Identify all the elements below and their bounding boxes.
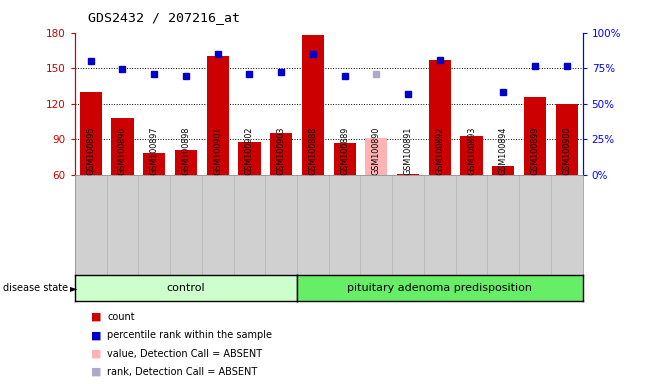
Bar: [460, 136, 482, 175]
Text: GDS2432 / 207216_at: GDS2432 / 207216_at: [88, 12, 240, 25]
Text: ►: ►: [70, 283, 78, 293]
Bar: [270, 133, 292, 175]
Text: ■: ■: [91, 312, 102, 322]
Bar: [365, 138, 387, 175]
Text: disease state: disease state: [3, 283, 68, 293]
Bar: [206, 56, 229, 175]
Text: ■: ■: [91, 367, 102, 377]
Text: rank, Detection Call = ABSENT: rank, Detection Call = ABSENT: [107, 367, 258, 377]
Bar: [524, 96, 546, 175]
Bar: [302, 35, 324, 175]
Bar: [333, 143, 355, 175]
Bar: [397, 174, 419, 175]
Bar: [492, 166, 514, 175]
Text: ■: ■: [91, 330, 102, 340]
Text: value, Detection Call = ABSENT: value, Detection Call = ABSENT: [107, 349, 262, 359]
Text: count: count: [107, 312, 135, 322]
Text: pituitary adenoma predisposition: pituitary adenoma predisposition: [348, 283, 533, 293]
Bar: [175, 150, 197, 175]
Bar: [143, 153, 165, 175]
Bar: [79, 92, 102, 175]
Bar: [111, 118, 133, 175]
Bar: [429, 60, 451, 175]
Bar: [556, 104, 578, 175]
Text: ■: ■: [91, 349, 102, 359]
Bar: [238, 142, 260, 175]
Text: control: control: [167, 283, 205, 293]
Text: percentile rank within the sample: percentile rank within the sample: [107, 330, 272, 340]
